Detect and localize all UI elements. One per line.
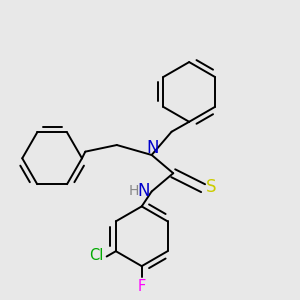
Text: N: N (146, 139, 159, 157)
Text: S: S (206, 178, 217, 196)
Text: N: N (137, 182, 150, 200)
Text: Cl: Cl (89, 248, 104, 263)
Text: F: F (138, 279, 146, 294)
Text: H: H (128, 184, 139, 198)
